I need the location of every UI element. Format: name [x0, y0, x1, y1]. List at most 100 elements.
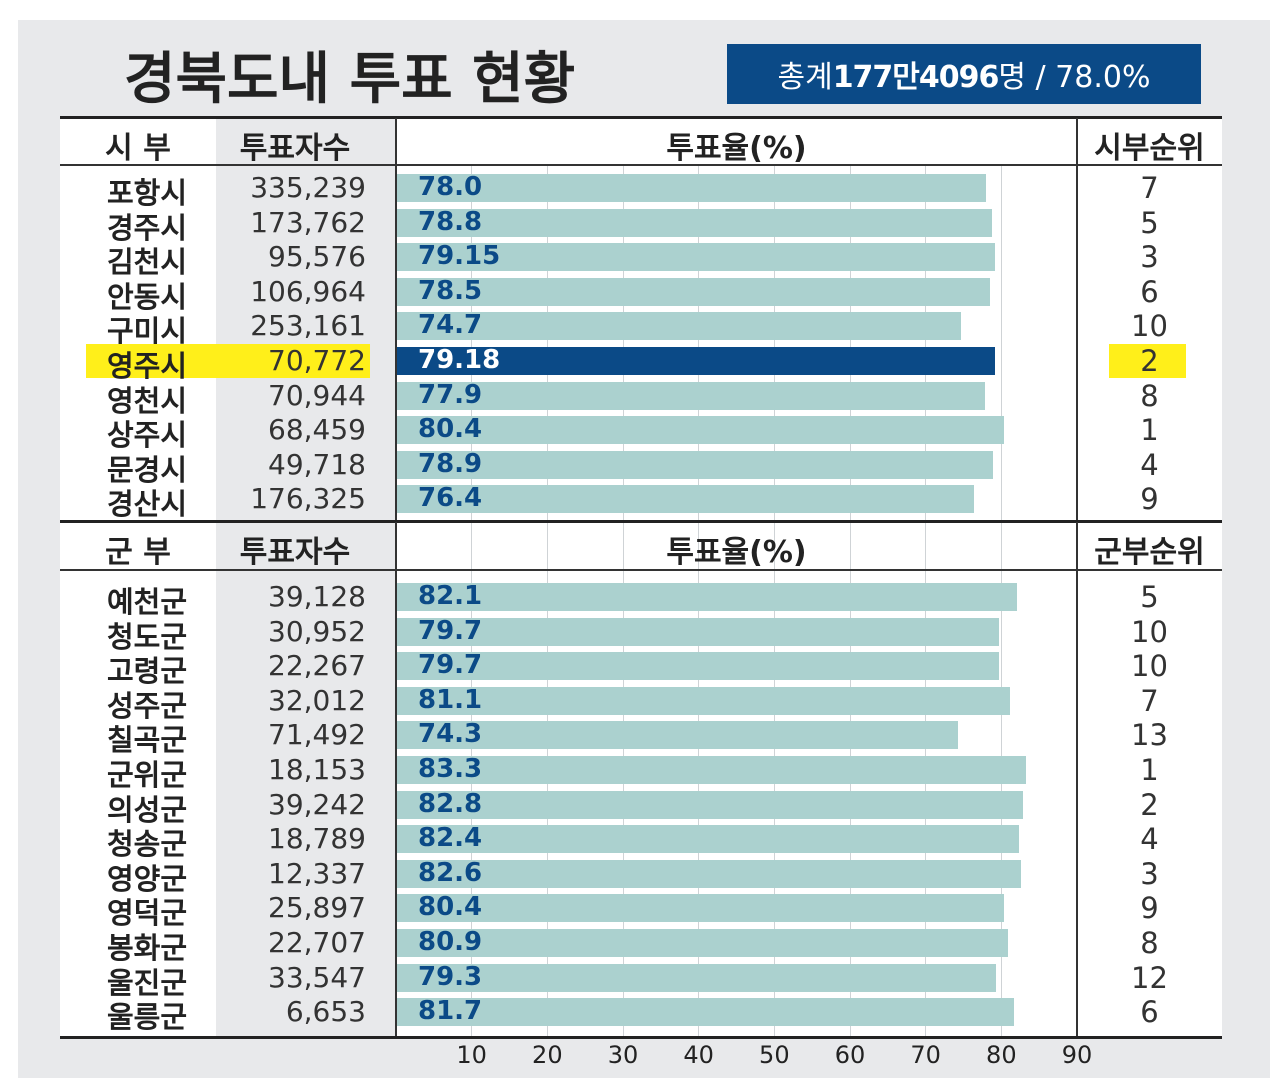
- gun-row-rank: 13: [1131, 718, 1168, 753]
- x-tick-label: 20: [532, 1041, 563, 1069]
- gun-row-name: 청송군: [106, 827, 188, 862]
- si-row-voters: 253,161: [250, 309, 366, 343]
- gun-bar-value-label: 74.3: [418, 719, 483, 750]
- gun-bar: [396, 756, 1027, 784]
- gun-header-top-rule: [60, 520, 1222, 523]
- x-tick-label: 10: [456, 1041, 487, 1069]
- gun-row-rank: 12: [1131, 960, 1168, 995]
- x-tick-label: 50: [759, 1041, 790, 1069]
- si-row-name: 안동시: [106, 279, 188, 314]
- si-row-name: 포항시: [106, 176, 188, 210]
- gun-bar-value-label: 81.7: [418, 996, 483, 1027]
- gun-row-voters: 25,897: [268, 891, 366, 925]
- si-bar-value-label: 78.9: [418, 448, 483, 479]
- si-bar: [396, 243, 995, 272]
- gun-row-voters: 32,012: [268, 683, 366, 717]
- gun-row-voters: 30,952: [268, 614, 366, 648]
- gun-row-rank: 3: [1140, 856, 1159, 891]
- x-tick-label: 80: [986, 1041, 1017, 1069]
- si-row-name: 경산시: [106, 487, 188, 522]
- gun-row-name: 영양군: [106, 861, 188, 896]
- si-sep-rank-left: [1076, 118, 1078, 522]
- gun-row-voters: 18,789: [268, 822, 366, 856]
- si-row-rank: 2: [1140, 344, 1159, 378]
- gun-row-voters: 12,337: [268, 856, 366, 890]
- gun-bar-value-label: 82.6: [418, 857, 483, 888]
- si-bar: [396, 174, 987, 202]
- si-row-name: 영주시: [106, 349, 188, 383]
- gun-row-voters: 39,242: [268, 787, 366, 821]
- gun-row-rank: 5: [1140, 580, 1159, 614]
- si-row-rank: 8: [1140, 378, 1159, 413]
- gun-bar-value-label: 82.4: [418, 823, 483, 854]
- gun-row-name: 칠곡군: [106, 723, 188, 758]
- gun-bar-value-label: 80.4: [418, 892, 483, 923]
- si-bar: [396, 416, 1005, 445]
- gun-row-name: 울릉군: [106, 1000, 188, 1035]
- gun-row-voters: 22,707: [268, 926, 366, 959]
- si-sep-bar-left: [395, 118, 397, 522]
- gun-row-voters: 6,653: [285, 995, 366, 1029]
- x-tick-label: 90: [1061, 1041, 1093, 1069]
- total-summary-box: 총계 177만4096 명 / 78.0%: [727, 44, 1201, 104]
- si-row-voters: 70,944: [268, 378, 366, 412]
- x-tick-label: 40: [683, 1041, 714, 1069]
- gun-row-rank: 7: [1140, 683, 1159, 718]
- si-bar: [396, 208, 993, 237]
- gun-bar: [396, 894, 1005, 923]
- si-bar-value-label: 78.8: [418, 206, 483, 237]
- si-row-rank: 10: [1131, 309, 1168, 344]
- gun-row-voters: 71,492: [268, 718, 366, 752]
- si-row-rank: 7: [1140, 171, 1159, 205]
- si-row-voters: 335,239: [250, 171, 366, 204]
- gun-turnout-header: 투표율(%): [666, 535, 807, 570]
- si-row-name: 영천시: [106, 383, 188, 418]
- gun-bar: [396, 998, 1015, 1027]
- gun-row-name: 군위군: [106, 758, 188, 792]
- gun-sep-bar-left: [395, 522, 397, 1037]
- x-tick-label: 70: [910, 1041, 941, 1069]
- gun-bar: [396, 617, 1000, 646]
- gun-row-rank: 1: [1140, 753, 1159, 787]
- gun-row-rank: 9: [1140, 891, 1159, 926]
- si-row-voters: 95,576: [268, 240, 366, 274]
- si-bar-value-label: 77.9: [418, 379, 483, 410]
- total-suffix: 명 / 78.0%: [998, 60, 1151, 95]
- si-header-bottom-rule: [60, 164, 1222, 166]
- gun-bar: [396, 963, 997, 992]
- gun-rank-header: 군부순위: [1094, 535, 1205, 570]
- gun-name-header: 군 부: [105, 535, 171, 570]
- si-row-voters: 173,762: [250, 205, 366, 239]
- si-bar-value-label: 78.0: [418, 172, 483, 202]
- si-turnout-header: 투표율(%): [666, 130, 807, 166]
- si-row-voters: 68,459: [268, 413, 366, 447]
- x-tick-label: 30: [607, 1041, 639, 1069]
- gun-bar: [396, 583, 1018, 611]
- total-voters: 177만4096: [832, 60, 1000, 95]
- si-row-rank: 1: [1140, 413, 1159, 448]
- gun-row-rank: 2: [1140, 787, 1159, 822]
- si-row-rank: 5: [1140, 205, 1159, 240]
- gun-row-name: 고령군: [106, 654, 188, 689]
- gun-bar-value-label: 79.7: [418, 650, 483, 681]
- highlight-rank-box: [1109, 344, 1186, 378]
- gun-row-rank: 10: [1131, 649, 1168, 684]
- gun-row-name: 봉화군: [106, 931, 188, 965]
- si-bar: [396, 347, 996, 375]
- gun-bar: [396, 859, 1021, 888]
- gun-row-voters: 18,153: [268, 753, 366, 786]
- gun-row-rank: 6: [1140, 995, 1159, 1030]
- gun-row-voters: 39,128: [268, 580, 366, 613]
- gun-bar: [396, 721, 959, 750]
- si-row-voters: 70,772: [268, 344, 366, 377]
- gun-row-name: 울진군: [106, 965, 188, 1000]
- gun-row-name: 성주군: [106, 688, 188, 723]
- si-row-name: 경주시: [106, 210, 188, 245]
- gun-bar-value-label: 79.7: [418, 615, 483, 646]
- si-bar-value-label: 78.5: [418, 275, 483, 306]
- gun-row-name: 영덕군: [106, 896, 188, 931]
- si-header-top-rule: [60, 116, 1222, 119]
- gun-bar-value-label: 83.3: [418, 754, 483, 784]
- gun-bar: [396, 790, 1023, 819]
- gun-bar-value-label: 79.3: [418, 961, 483, 992]
